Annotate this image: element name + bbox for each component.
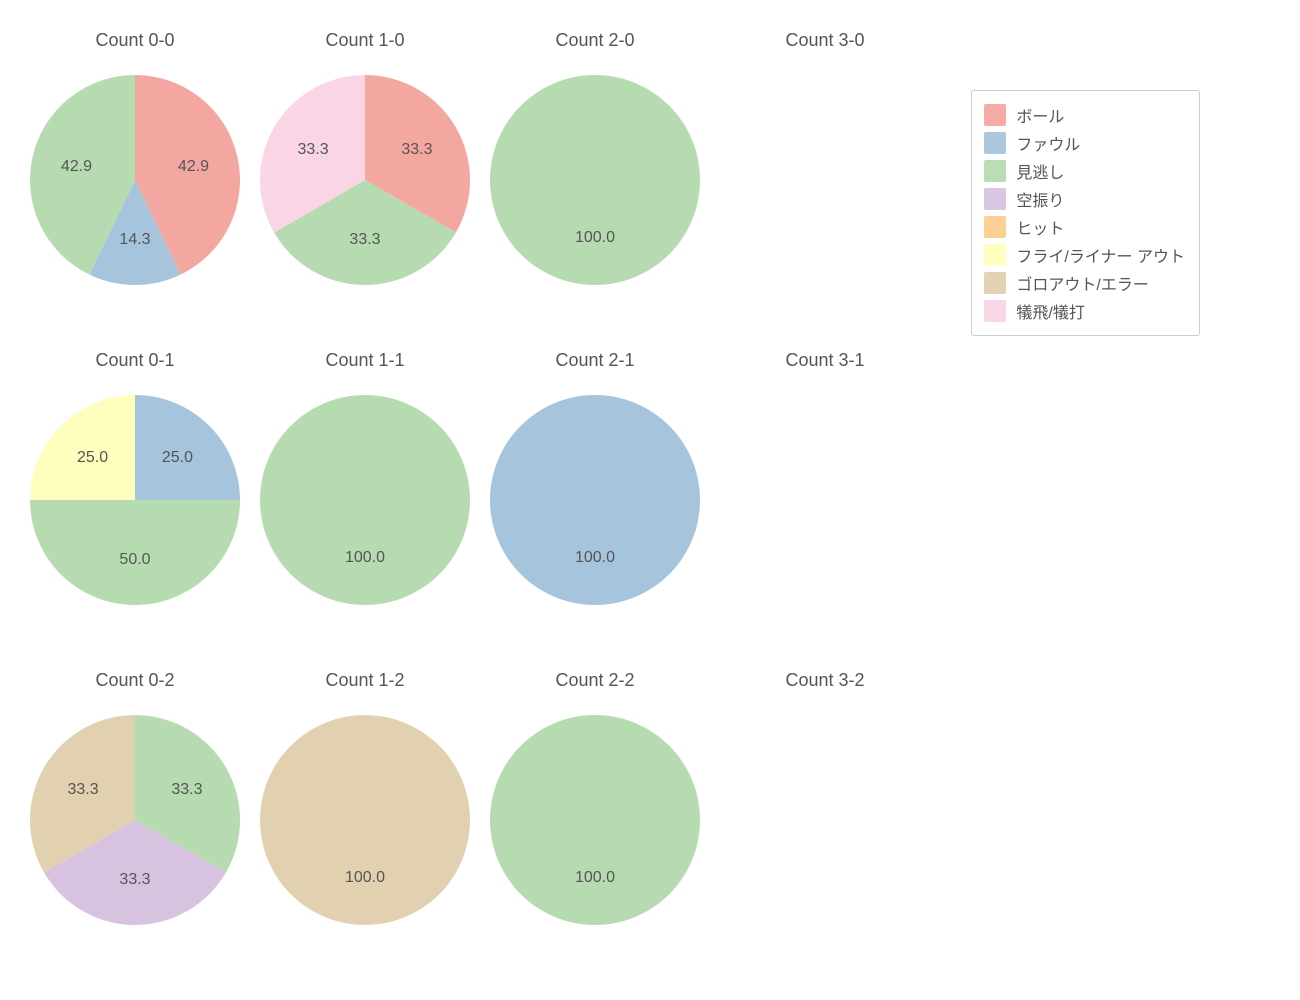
- pie-cell: Count 3-0: [710, 0, 940, 320]
- slice-label: 33.3: [349, 231, 380, 249]
- pie-wrap: 100.0: [260, 715, 470, 925]
- pie-cell: Count 2-1 100.0: [480, 320, 710, 640]
- legend-label: ヒット: [1016, 215, 1064, 239]
- slice-label: 33.3: [119, 871, 150, 889]
- legend: ボールファウル見逃し空振りヒットフライ/ライナー アウトゴロアウト/エラー犠飛/…: [971, 90, 1200, 336]
- legend-item: ボール: [984, 101, 1185, 129]
- pie-slice: [260, 395, 470, 605]
- pie-slice: [490, 395, 700, 605]
- legend-swatch: [984, 244, 1006, 266]
- slice-label: 33.3: [67, 781, 98, 799]
- legend-item: ヒット: [984, 213, 1185, 241]
- slice-label: 42.9: [178, 158, 209, 176]
- legend-label: ボール: [1016, 103, 1064, 127]
- pie-grid: Count 0-042.914.342.9Count 1-033.333.333…: [20, 0, 940, 1000]
- legend-swatch: [984, 272, 1006, 294]
- pie-wrap: 33.3 33.3 33.3: [30, 715, 240, 925]
- legend-item: ゴロアウト/エラー: [984, 269, 1185, 297]
- pie-wrap: 25.0 50.0 25.0: [30, 395, 240, 605]
- slice-label: 100.0: [575, 869, 615, 887]
- pie-title: Count 0-1: [20, 350, 250, 371]
- pie-slice: [135, 395, 240, 500]
- pie-title: Count 2-0: [480, 30, 710, 51]
- pie-wrap: 100.0: [490, 395, 700, 605]
- pie-cell: Count 2-2 100.0: [480, 640, 710, 960]
- pie-cell: Count 1-1 100.0: [250, 320, 480, 640]
- legend-label: 空振り: [1016, 187, 1064, 211]
- legend-item: ファウル: [984, 129, 1185, 157]
- pie-slice: [490, 75, 700, 285]
- pie-cell: Count 0-2 33.3 33.3 33.3: [20, 640, 250, 960]
- slice-label: 100.0: [575, 229, 615, 247]
- pie-title: Count 2-2: [480, 670, 710, 691]
- pie-cell: Count 0-0 42.9 14.3 42.9: [20, 0, 250, 320]
- legend-item: 犠飛/犠打: [984, 297, 1185, 325]
- pie-title: Count 3-2: [710, 670, 940, 691]
- legend-item: フライ/ライナー アウト: [984, 241, 1185, 269]
- pie-wrap: 100.0: [490, 75, 700, 285]
- legend-swatch: [984, 160, 1006, 182]
- pie-wrap: 33.3 33.3 33.3: [260, 75, 470, 285]
- pie-title: Count 1-1: [250, 350, 480, 371]
- legend-swatch: [984, 216, 1006, 238]
- pie-cell: Count 0-1 25.0 50.0 25.0: [20, 320, 250, 640]
- slice-label: 25.0: [77, 449, 108, 467]
- legend-item: 空振り: [984, 185, 1185, 213]
- pie-cell: Count 3-2: [710, 640, 940, 960]
- legend-swatch: [984, 132, 1006, 154]
- pie-title: Count 0-2: [20, 670, 250, 691]
- slice-label: 33.3: [171, 781, 202, 799]
- pie-title: Count 3-0: [710, 30, 940, 51]
- pie-slice: [260, 715, 470, 925]
- slice-label: 14.3: [119, 231, 150, 249]
- slice-label: 100.0: [575, 549, 615, 567]
- pie-title: Count 1-2: [250, 670, 480, 691]
- legend-swatch: [984, 300, 1006, 322]
- pie-title: Count 2-1: [480, 350, 710, 371]
- pie-slice: [490, 715, 700, 925]
- pie-slice: [30, 395, 135, 500]
- legend-label: ファウル: [1016, 131, 1080, 155]
- legend-label: 犠飛/犠打: [1016, 299, 1084, 323]
- pie-title: Count 1-0: [250, 30, 480, 51]
- pie-cell: Count 1-0 33.3 33.3 33.3: [250, 0, 480, 320]
- slice-label: 25.0: [162, 449, 193, 467]
- pie-title: Count 0-0: [20, 30, 250, 51]
- pie-cell: Count 1-2 100.0: [250, 640, 480, 960]
- pie-cell: Count 2-0 100.0: [480, 0, 710, 320]
- slice-label: 100.0: [345, 869, 385, 887]
- legend-label: 見逃し: [1016, 159, 1064, 183]
- pie-wrap: 100.0: [260, 395, 470, 605]
- slice-label: 50.0: [119, 551, 150, 569]
- pie-wrap: 42.9 14.3 42.9: [30, 75, 240, 285]
- legend-swatch: [984, 104, 1006, 126]
- slice-label: 100.0: [345, 549, 385, 567]
- legend-label: ゴロアウト/エラー: [1016, 271, 1148, 295]
- pie-wrap: 100.0: [490, 715, 700, 925]
- legend-swatch: [984, 188, 1006, 210]
- slice-label: 33.3: [401, 141, 432, 159]
- pie-cell: Count 3-1: [710, 320, 940, 640]
- pie-title: Count 3-1: [710, 350, 940, 371]
- slice-label: 33.3: [297, 141, 328, 159]
- slice-label: 42.9: [61, 158, 92, 176]
- legend-label: フライ/ライナー アウト: [1016, 243, 1185, 267]
- legend-item: 見逃し: [984, 157, 1185, 185]
